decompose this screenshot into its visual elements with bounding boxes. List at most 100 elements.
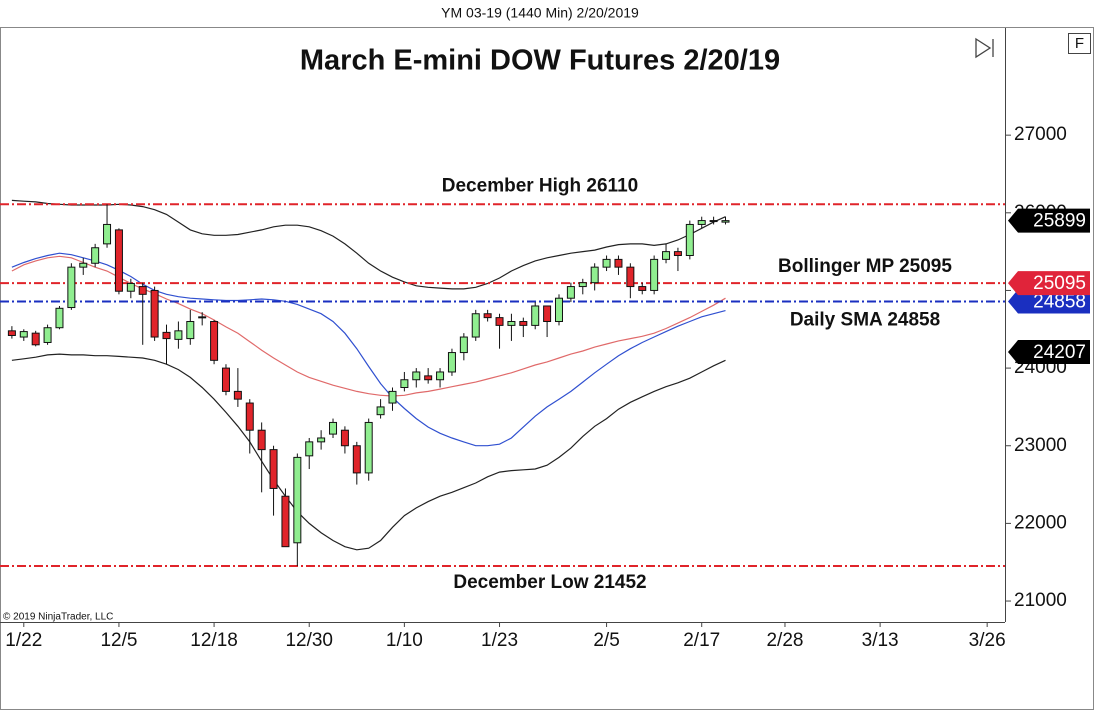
f-button-label: F [1075, 35, 1084, 52]
candle-body [662, 251, 671, 260]
candle-body [317, 437, 326, 443]
x-tick-label: 2/28 [766, 630, 803, 651]
candle-body [650, 258, 659, 291]
x-tick-label: 12/18 [190, 630, 238, 651]
candle-body [79, 262, 88, 268]
x-tick-label: 1/10 [386, 630, 423, 651]
candle-body [376, 406, 385, 416]
candle-body [138, 286, 147, 295]
y-tick-label: 22000 [1014, 512, 1067, 533]
candle-body [543, 305, 552, 323]
candle-body [245, 402, 254, 431]
reference-label: Bollinger MP 25095 [778, 256, 952, 277]
candle-body [198, 316, 207, 319]
candle-body [67, 266, 76, 309]
price-tag-label: 24858 [1033, 291, 1086, 312]
candle-body [352, 445, 361, 474]
candle-body [269, 449, 278, 489]
price-tag-shape [1008, 289, 1090, 314]
x-tick-label: 1/22 [5, 630, 42, 651]
price-tag-label: 25095 [1033, 273, 1086, 294]
candle-body [364, 421, 373, 474]
candle-body [531, 305, 540, 326]
candle-body [43, 327, 52, 343]
candle-body [673, 251, 682, 257]
f-button[interactable] [1068, 33, 1091, 54]
candle-body [7, 330, 16, 336]
price-tag-label: 24207 [1033, 342, 1086, 363]
candle-body [55, 307, 64, 329]
candle-body [471, 313, 480, 338]
reference-label: Daily SMA 24858 [790, 309, 940, 330]
candle-body [519, 321, 528, 326]
x-tick-label: 3/26 [969, 630, 1006, 651]
candle-body [590, 266, 599, 284]
x-tick-label: 2/5 [593, 630, 619, 651]
candle-body [19, 331, 28, 338]
candle-body [400, 379, 409, 389]
price-tag: 25899 [1008, 208, 1090, 233]
y-tick-label: 27000 [1014, 124, 1067, 145]
plot-area: December High 26110 Bollinger MP 25095 Dai… [0, 175, 1005, 593]
candle-body [103, 223, 112, 245]
copyright: © 2019 NinjaTrader, LLC [3, 612, 113, 623]
candle-body [614, 258, 623, 268]
candle-body [186, 321, 195, 340]
reference-label: December Low 21452 [453, 572, 646, 593]
candle-body [602, 258, 611, 268]
indicator-line [11, 353, 726, 551]
candle-body [697, 220, 706, 225]
candle-body [483, 313, 492, 319]
candle-body [507, 321, 516, 326]
candle-body [329, 421, 338, 435]
candle-body [126, 282, 135, 292]
indicator-line [11, 252, 726, 447]
x-tick-label: 12/30 [285, 630, 333, 651]
x-tick-label: 3/13 [862, 630, 899, 651]
candle-body [459, 336, 468, 354]
candle-body [554, 297, 563, 323]
candle-body [709, 220, 718, 223]
chart-title: March E-mini DOW Futures 2/20/19 [300, 45, 780, 77]
candle-body [174, 330, 183, 340]
candle-body [495, 317, 504, 326]
price-tag-shape [1008, 340, 1090, 365]
y-tick-label: 23000 [1014, 435, 1067, 456]
candle-body [578, 282, 587, 288]
candle-body [638, 286, 647, 291]
x-tick-label: 2/17 [683, 630, 720, 651]
candle-body [257, 429, 266, 451]
candle-body [685, 223, 694, 257]
candle-body [436, 371, 445, 381]
candle-body [150, 289, 159, 338]
collapse-icon[interactable] [975, 37, 994, 59]
x-tick-label: 12/5 [100, 630, 137, 651]
candle-body [281, 495, 290, 548]
price-tag: 24207 [1008, 340, 1090, 365]
candle-body [293, 456, 302, 544]
candle-body [114, 229, 123, 292]
candle-body [305, 441, 314, 457]
instrument-header: YM 03-19 (1440 Min) 2/20/2019 [441, 5, 639, 21]
candle-body [388, 390, 397, 404]
price-tag-shape [1008, 208, 1090, 233]
price-tag: 24858 [1008, 289, 1090, 314]
price-tag-shape [1008, 271, 1090, 296]
candle-body [626, 266, 635, 288]
candle-body [210, 321, 219, 361]
candle-body [721, 220, 730, 223]
candle-body [162, 331, 171, 340]
y-tick-label: 21000 [1014, 590, 1067, 611]
candle-body [447, 352, 456, 373]
x-tick-label: 1/23 [481, 630, 518, 651]
candle-body [566, 286, 575, 299]
indicator-line [11, 199, 726, 290]
reference-label: December High 26110 [442, 175, 638, 196]
candle-body [31, 332, 40, 346]
candle-body [233, 390, 242, 400]
candle-body [91, 247, 100, 264]
candle-body [340, 429, 349, 447]
candle-body [424, 375, 433, 381]
